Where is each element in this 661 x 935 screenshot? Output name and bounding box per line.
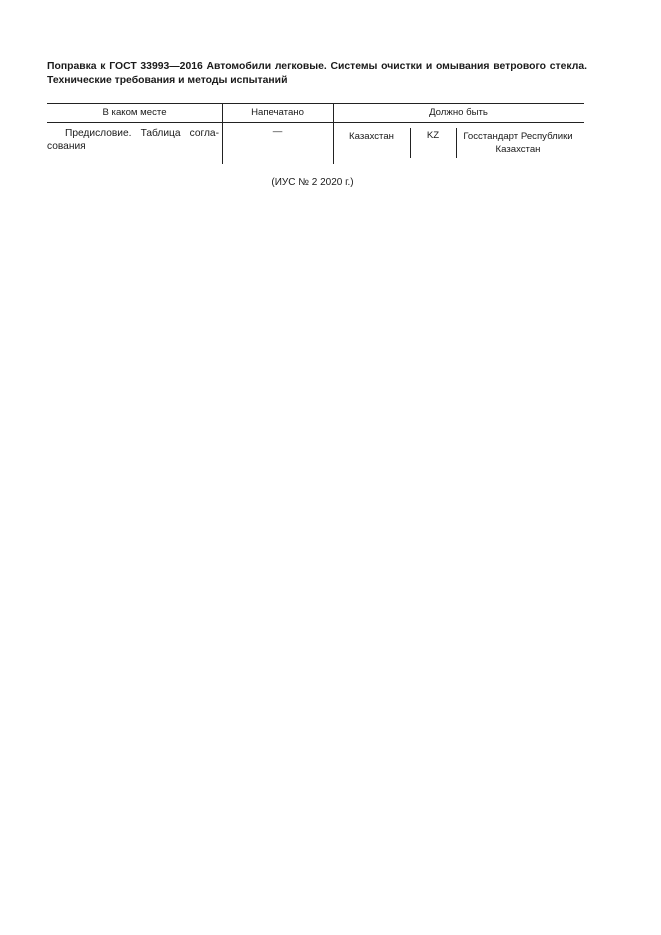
column-divider: [456, 128, 457, 158]
column-divider: [222, 103, 223, 164]
row-location: Предисловие. Таблица согла-сования: [47, 128, 219, 152]
row-organization: Госстандарт Республики Казахстан: [463, 131, 573, 155]
header-printed: Напечатано: [251, 107, 304, 118]
table-top-border: [47, 103, 584, 104]
table-header-border: [47, 122, 584, 123]
header-location: В каком месте: [102, 107, 167, 118]
column-divider: [410, 128, 411, 158]
row-code: KZ: [426, 130, 440, 141]
column-divider: [333, 103, 334, 164]
row-country: Казахстан: [349, 131, 394, 142]
document-title: Поправка к ГОСТ 33993—2016 Автомобили ле…: [47, 61, 587, 86]
footer-note: (ИУС № 2 2020 г.): [271, 177, 354, 188]
header-should-be: Должно быть: [429, 107, 488, 118]
row-printed: —: [272, 126, 283, 137]
